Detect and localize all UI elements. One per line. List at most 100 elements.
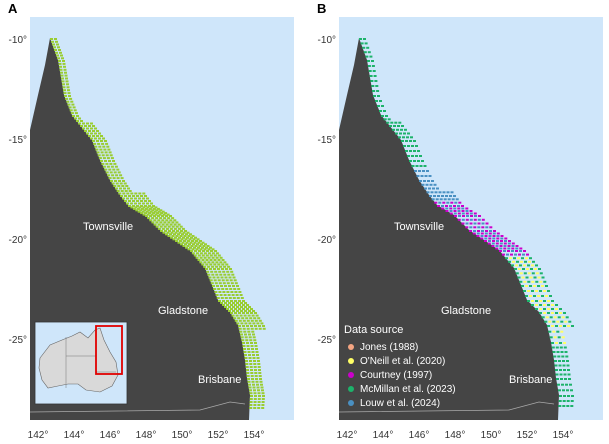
coverage-cell — [532, 260, 535, 263]
coverage-cell — [206, 245, 210, 247]
coverage-cell — [205, 246, 208, 249]
coverage-cell — [243, 314, 247, 317]
coverage-cell — [389, 125, 392, 127]
coverage-cell — [71, 103, 75, 106]
coverage-cell — [238, 312, 241, 314]
coverage-cell — [165, 233, 168, 236]
coverage-cell — [199, 240, 202, 242]
coverage-cell — [186, 236, 189, 239]
coverage-cell — [134, 192, 138, 195]
x-tick-label: 154° — [553, 430, 574, 441]
coverage-cell — [159, 225, 163, 228]
coverage-cell — [539, 304, 542, 306]
coverage-cell — [449, 205, 452, 207]
coverage-cell — [567, 369, 570, 371]
coverage-cell — [213, 254, 217, 257]
coverage-cell — [161, 219, 165, 222]
coverage-cell — [567, 395, 570, 397]
coverage-cell — [562, 364, 566, 367]
coverage-cell — [149, 219, 153, 222]
coverage-cell — [214, 270, 218, 273]
coverage-cell — [426, 191, 430, 194]
coverage-cell — [529, 285, 532, 287]
coverage-cell — [116, 177, 120, 180]
coverage-cell — [53, 46, 56, 49]
coverage-cell — [155, 221, 159, 224]
coverage-cell — [126, 192, 130, 195]
coverage-cell — [255, 348, 258, 350]
coverage-cell — [551, 312, 554, 314]
coverage-cell — [559, 373, 563, 376]
coverage-cell — [72, 115, 75, 117]
coverage-cell — [492, 232, 496, 235]
coverage-cell — [410, 136, 413, 139]
coverage-cell — [392, 128, 395, 131]
coverage-cell — [249, 407, 253, 409]
coverage-cell — [90, 127, 93, 130]
coverage-cell — [104, 160, 107, 162]
coverage-cell — [149, 215, 152, 217]
coverage-cell — [261, 407, 265, 409]
coverage-cell — [119, 182, 123, 185]
coverage-cell — [182, 231, 186, 234]
coverage-cell — [371, 60, 374, 62]
coverage-cell — [126, 197, 129, 200]
coverage-cell — [119, 187, 122, 190]
coverage-cell — [416, 175, 420, 177]
coverage-cell — [359, 38, 362, 40]
coverage-cell — [167, 221, 171, 224]
coverage-cell — [519, 264, 522, 267]
coverage-cell — [105, 162, 109, 165]
coverage-cell — [527, 272, 531, 275]
coverage-cell — [199, 256, 203, 259]
coverage-cell — [260, 383, 263, 386]
coverage-cell — [105, 154, 109, 157]
coverage-cell — [200, 243, 203, 246]
coverage-cell — [561, 355, 565, 358]
coverage-cell — [488, 240, 491, 242]
coverage-cell — [362, 46, 366, 49]
coverage-cell — [249, 392, 253, 395]
coverage-cell — [385, 115, 388, 117]
coverage-cell — [105, 142, 109, 145]
legend-swatch — [348, 358, 354, 364]
coverage-cell — [565, 316, 569, 319]
coverage-cell — [94, 137, 97, 140]
coverage-cell — [469, 218, 473, 221]
coverage-cell — [465, 210, 469, 212]
coverage-cell — [64, 95, 67, 97]
coverage-cell — [413, 140, 416, 142]
coverage-cell — [60, 71, 63, 74]
coverage-cell — [514, 268, 517, 270]
coverage-cell — [256, 386, 260, 389]
coverage-cell — [198, 250, 201, 252]
coverage-cell — [178, 236, 181, 239]
coverage-cell — [235, 314, 239, 317]
coverage-cell — [134, 206, 138, 209]
coverage-cell — [191, 252, 195, 255]
coverage-cell — [247, 330, 251, 333]
coverage-cell — [561, 336, 565, 339]
coverage-cell — [229, 279, 233, 282]
coverage-cell — [57, 57, 60, 60]
coverage-cell — [443, 198, 447, 201]
coverage-cell — [560, 330, 564, 333]
coverage-cell — [251, 380, 255, 383]
coverage-cell — [512, 260, 515, 263]
coverage-cell — [537, 295, 540, 297]
panel-b-x-ticks: 142° 144° 146° 148° 150° 152° 154° — [337, 430, 574, 441]
coverage-cell — [230, 304, 233, 306]
coverage-cell — [228, 297, 232, 299]
coverage-cell — [92, 125, 95, 127]
coverage-cell — [94, 127, 97, 130]
coverage-cell — [146, 213, 150, 216]
coverage-cell — [214, 250, 217, 252]
coverage-cell — [90, 137, 93, 140]
coverage-cell — [559, 342, 562, 344]
coverage-cell — [262, 327, 266, 330]
coverage-cell — [561, 316, 565, 319]
coverage-cell — [549, 336, 553, 339]
coverage-cell — [249, 360, 252, 362]
coverage-cell — [187, 248, 191, 251]
coverage-cell — [537, 285, 540, 287]
